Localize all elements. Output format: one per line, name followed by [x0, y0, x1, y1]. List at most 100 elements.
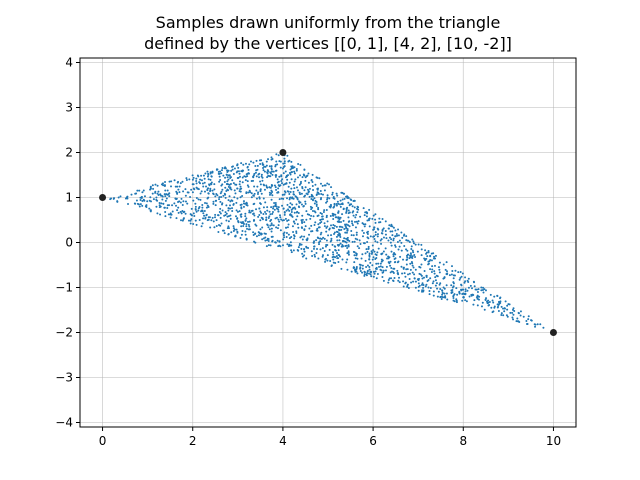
sample-point — [277, 210, 280, 213]
sample-point — [375, 254, 378, 257]
sample-point — [143, 199, 146, 202]
sample-point — [512, 307, 515, 310]
sample-point — [477, 288, 480, 291]
sample-point — [278, 175, 281, 178]
sample-point — [381, 266, 384, 269]
sample-point — [522, 315, 525, 318]
sample-point — [229, 176, 232, 179]
sample-point — [407, 239, 410, 242]
sample-point — [218, 211, 221, 214]
sample-point — [306, 238, 309, 241]
sample-point — [287, 219, 290, 222]
sample-point — [142, 189, 145, 192]
sample-point — [289, 196, 292, 199]
sample-point — [372, 270, 375, 273]
sample-point — [192, 183, 195, 186]
sample-point — [197, 198, 200, 201]
sample-point — [276, 227, 279, 230]
sample-point — [290, 244, 293, 247]
sample-point — [304, 225, 307, 228]
sample-point — [262, 169, 265, 172]
sample-point — [530, 319, 533, 322]
sample-point — [354, 216, 357, 219]
sample-point — [332, 214, 335, 217]
sample-point — [482, 291, 485, 294]
sample-point — [354, 226, 357, 229]
sample-point — [359, 243, 362, 246]
sample-point — [387, 261, 390, 264]
sample-point — [271, 212, 274, 215]
sample-point — [484, 299, 487, 302]
sample-point — [236, 197, 239, 200]
sample-point — [356, 272, 359, 275]
sample-point — [270, 222, 273, 225]
sample-point — [496, 303, 499, 306]
sample-point — [205, 213, 208, 216]
sample-point — [420, 248, 423, 251]
sample-point — [376, 251, 379, 254]
sample-point — [270, 167, 273, 170]
sample-point — [425, 257, 428, 260]
sample-point — [283, 160, 286, 163]
sample-point — [414, 255, 417, 258]
sample-point — [341, 202, 344, 205]
sample-point — [312, 247, 315, 250]
sample-point — [271, 170, 273, 173]
sample-point — [332, 227, 335, 230]
sample-point — [284, 182, 287, 185]
sample-point — [223, 214, 226, 217]
sample-point — [179, 210, 182, 213]
sample-point — [220, 172, 223, 175]
sample-point — [394, 244, 397, 247]
sample-point — [263, 170, 266, 173]
sample-point — [260, 192, 263, 195]
sample-point — [308, 195, 311, 198]
sample-point — [308, 233, 311, 236]
sample-point — [229, 182, 232, 185]
sample-point — [272, 207, 275, 210]
sample-point — [192, 223, 195, 225]
sample-point — [282, 234, 285, 237]
sample-point — [345, 226, 348, 229]
sample-point — [471, 287, 473, 290]
sample-point — [226, 182, 229, 185]
sample-point — [244, 233, 247, 236]
sample-point — [317, 214, 320, 217]
sample-point — [291, 207, 294, 210]
sample-point — [347, 245, 350, 248]
sample-point — [314, 255, 316, 258]
sample-point — [297, 212, 300, 215]
sample-point — [267, 237, 270, 240]
sample-point — [180, 212, 183, 215]
sample-point — [267, 216, 270, 219]
sample-point — [149, 188, 152, 191]
sample-point — [315, 239, 318, 242]
sample-point — [200, 190, 203, 193]
sample-point — [270, 227, 273, 230]
sample-point — [236, 217, 239, 220]
sample-point — [500, 305, 503, 308]
sample-point — [336, 239, 339, 242]
sample-point — [392, 237, 395, 240]
sample-point — [317, 223, 320, 226]
sample-point — [257, 215, 260, 218]
sample-point — [309, 217, 312, 220]
sample-point — [356, 222, 359, 225]
sample-point — [432, 252, 435, 255]
sample-point — [317, 206, 320, 209]
sample-point — [291, 196, 294, 199]
sample-point — [332, 218, 335, 221]
sample-point — [478, 295, 481, 298]
sample-point — [290, 236, 293, 239]
sample-point — [290, 165, 293, 168]
sample-point — [464, 288, 467, 291]
sample-point — [179, 182, 182, 185]
sample-point — [292, 249, 295, 252]
sample-point — [160, 202, 163, 205]
sample-point — [519, 314, 522, 317]
sample-point — [154, 191, 157, 194]
sample-point — [239, 175, 241, 178]
sample-point — [259, 210, 262, 213]
sample-point — [220, 184, 223, 187]
sample-point — [227, 185, 230, 188]
